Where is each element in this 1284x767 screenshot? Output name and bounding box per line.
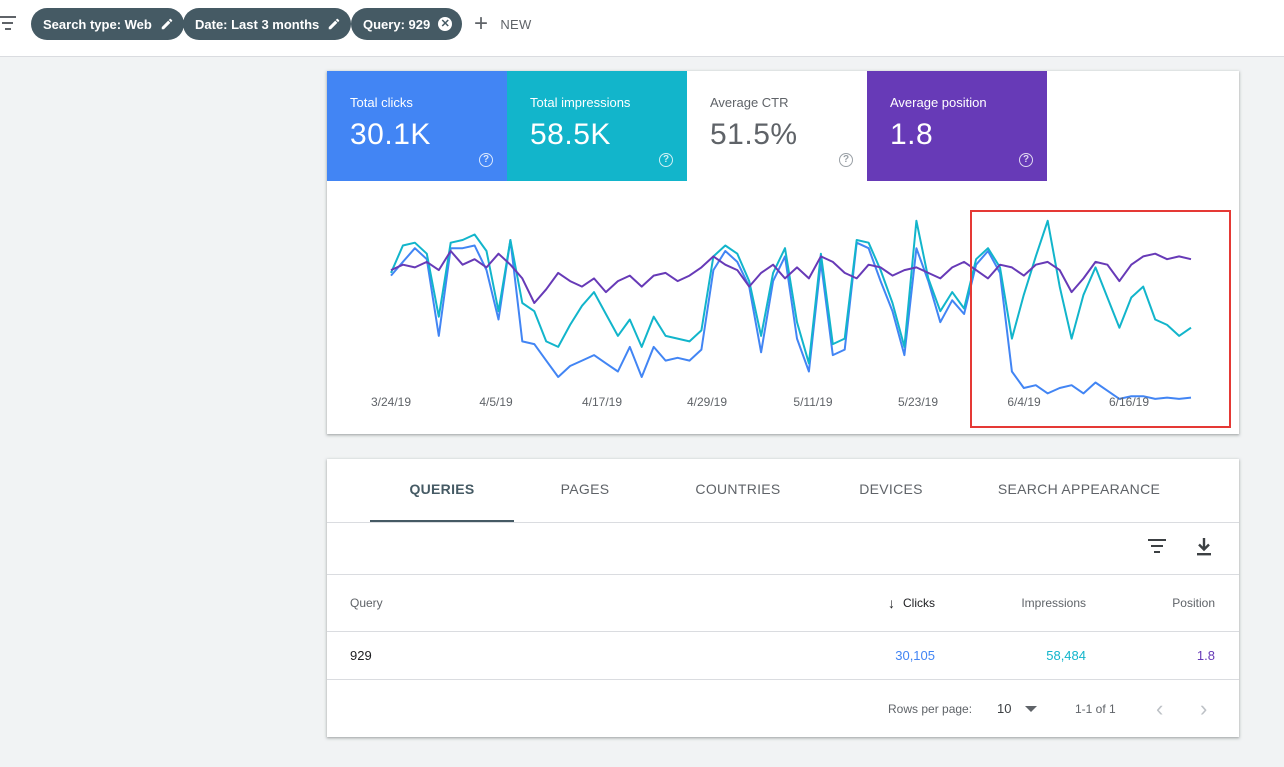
metric-value: 51.5% <box>710 118 798 151</box>
tab-pages[interactable]: PAGES <box>560 481 610 497</box>
x-tick-label: 4/17/19 <box>581 395 623 409</box>
tab-search-appearance[interactable]: SEARCH APPEARANCE <box>997 481 1161 497</box>
performance-line-chart[interactable] <box>327 181 1239 434</box>
help-icon[interactable]: ? <box>1019 153 1033 167</box>
impressions-value: 58,484 <box>1046 648 1086 663</box>
filter-bar: Search type: Web Date: Last 3 months Que… <box>0 0 1284 57</box>
metric-label: Total clicks <box>350 95 413 110</box>
download-icon[interactable] <box>1194 536 1214 558</box>
rows-per-page-label: Rows per page: <box>888 701 973 716</box>
table-header-row: Query ↓ Clicks Impressions Position <box>327 575 1239 632</box>
column-header-clicks[interactable]: ↓ Clicks <box>827 575 935 631</box>
position-value: 1.8 <box>1196 648 1215 663</box>
metric-value: 58.5K <box>530 118 611 151</box>
impressions-cell: 58,484 <box>967 632 1086 679</box>
pencil-icon[interactable] <box>327 17 341 31</box>
x-tick-label: 3/24/19 <box>370 395 412 409</box>
average-ctr-tile[interactable]: Average CTR 51.5% ? <box>687 71 867 181</box>
plus-icon: + <box>474 10 489 37</box>
series-line-1 <box>390 219 1192 365</box>
filter-icon[interactable] <box>0 16 16 30</box>
rows-per-page-select[interactable]: 10 <box>997 680 1038 737</box>
query-chip[interactable]: Query: 929 ✕ <box>351 8 463 40</box>
chip-label: Query: 929 <box>363 16 431 32</box>
highlight-annotation-box <box>970 210 1231 428</box>
performance-chart-card: Total clicks 30.1K ? Total impressions 5… <box>327 71 1239 434</box>
x-tick-label: 5/23/19 <box>897 395 939 409</box>
close-icon[interactable]: ✕ <box>438 17 453 31</box>
help-icon[interactable]: ? <box>659 153 673 167</box>
active-tab-indicator <box>370 520 514 522</box>
x-tick-label: 4/5/19 <box>479 395 513 409</box>
chip-label: Date: Last 3 months <box>195 16 320 32</box>
tab-countries[interactable]: COUNTRIES <box>695 481 781 497</box>
x-tick-label: 6/4/19 <box>1007 395 1041 409</box>
clicks-cell: 30,105 <box>827 632 935 679</box>
dropdown-caret-icon <box>1025 705 1038 712</box>
previous-page-icon[interactable]: ‹ <box>1156 695 1164 721</box>
x-tick-label: 4/29/19 <box>686 395 728 409</box>
search-type-chip[interactable]: Search type: Web <box>31 8 184 40</box>
help-icon[interactable]: ? <box>479 153 493 167</box>
metric-label: Total impressions <box>530 95 631 110</box>
metric-label: Average position <box>890 95 987 110</box>
series-line-0 <box>390 239 1192 400</box>
pencil-icon[interactable] <box>160 17 174 31</box>
clicks-value: 30,105 <box>895 648 935 663</box>
total-clicks-tile[interactable]: Total clicks 30.1K ? <box>327 71 507 181</box>
metric-label: Average CTR <box>710 95 789 110</box>
rows-per-page-value: 10 <box>997 701 1012 716</box>
date-chip[interactable]: Date: Last 3 months <box>183 8 352 40</box>
tab-devices[interactable]: DEVICES <box>859 481 923 497</box>
new-filter-label: NEW <box>500 16 532 32</box>
average-position-tile[interactable]: Average position 1.8 ? <box>867 71 1047 181</box>
x-tick-label: 5/11/19 <box>793 395 833 409</box>
column-header-clicks-label: Clicks <box>903 596 935 610</box>
query-cell: 929 <box>350 648 372 663</box>
metric-value: 1.8 <box>890 118 934 151</box>
table-row[interactable]: 929 30,105 58,484 1.8 <box>327 632 1239 680</box>
column-header-impressions[interactable]: Impressions <box>1021 596 1086 610</box>
position-cell: 1.8 <box>1117 632 1215 679</box>
chip-label: Search type: Web <box>43 16 152 32</box>
help-icon[interactable]: ? <box>839 153 853 167</box>
column-header-query[interactable]: Query <box>350 596 383 610</box>
dimension-tabs: QUERIES PAGES COUNTRIES DEVICES SEARCH A… <box>327 459 1239 523</box>
filter-rows-icon[interactable] <box>1147 539 1167 555</box>
total-impressions-tile[interactable]: Total impressions 58.5K ? <box>507 71 687 181</box>
sort-descending-icon: ↓ <box>888 595 895 611</box>
column-header-position[interactable]: Position <box>1172 596 1215 610</box>
x-tick-label: 6/16/19 <box>1108 395 1150 409</box>
pagination: Rows per page: 10 1-1 of 1 ‹ › <box>327 680 1239 737</box>
new-filter-button[interactable]: + NEW <box>474 10 532 38</box>
dimension-table-card: QUERIES PAGES COUNTRIES DEVICES SEARCH A… <box>327 459 1239 737</box>
series-line-2 <box>390 250 1192 304</box>
metric-value: 30.1K <box>350 118 431 151</box>
pagination-range: 1-1 of 1 <box>1075 701 1116 716</box>
tab-queries[interactable]: QUERIES <box>409 481 475 497</box>
table-toolbar <box>327 523 1239 575</box>
next-page-icon[interactable]: › <box>1200 695 1208 721</box>
